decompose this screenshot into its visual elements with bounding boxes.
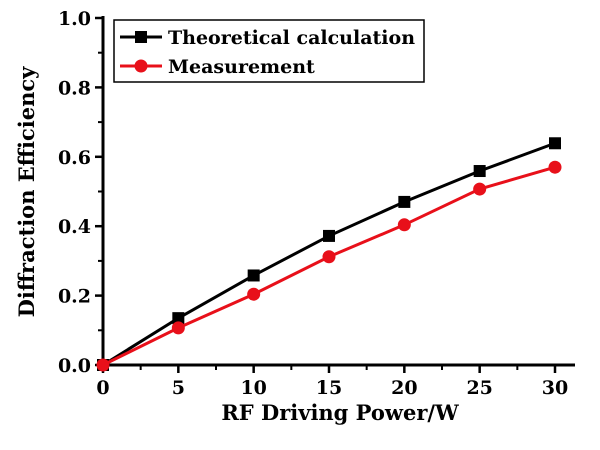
square-marker (135, 31, 147, 43)
x-tick-label: 10 (240, 377, 266, 399)
legend-label: Measurement (168, 56, 315, 78)
y-tick-label: 0.4 (58, 216, 91, 238)
square-marker (473, 165, 486, 178)
y-tick-label: 0.2 (58, 286, 91, 308)
axes: 0 5 10 15 20 25 30 0.0 0.2 0.4 0.6 0.8 1.0 (58, 8, 575, 399)
x-tick-label: 15 (316, 377, 342, 399)
y-tick-label: 0.8 (58, 77, 91, 99)
x-tick-label: 30 (542, 377, 568, 399)
y-tick-label: 0.0 (58, 355, 91, 377)
x-axis-label: RF Driving Power/W (221, 400, 459, 425)
circle-marker (322, 250, 336, 264)
circle-marker (548, 160, 562, 174)
x-tick-label: 0 (96, 377, 109, 399)
series-line-measurement (102, 165, 556, 367)
square-marker (247, 269, 260, 282)
circle-marker (171, 321, 185, 335)
square-marker (549, 137, 561, 150)
circle-marker (134, 59, 148, 73)
legend: Theoretical calculation Measurement (113, 19, 425, 83)
y-axis-label: Diffraction Efficiency (14, 66, 39, 318)
legend-label: Theoretical calculation (168, 27, 415, 49)
circle-marker (247, 287, 261, 301)
y-tick-label: 0.6 (58, 147, 91, 169)
circle-marker (96, 358, 110, 372)
square-marker (172, 312, 185, 325)
x-tick-label: 20 (391, 377, 417, 399)
circle-marker (473, 182, 487, 196)
y-tick-label: 1.0 (58, 8, 91, 30)
square-marker (323, 229, 335, 242)
series-group (96, 137, 562, 372)
x-tick-label: 5 (172, 377, 185, 399)
x-tick-label: 25 (466, 377, 492, 399)
circle-marker (397, 218, 411, 232)
legend-box (113, 19, 425, 83)
square-marker (398, 195, 411, 208)
